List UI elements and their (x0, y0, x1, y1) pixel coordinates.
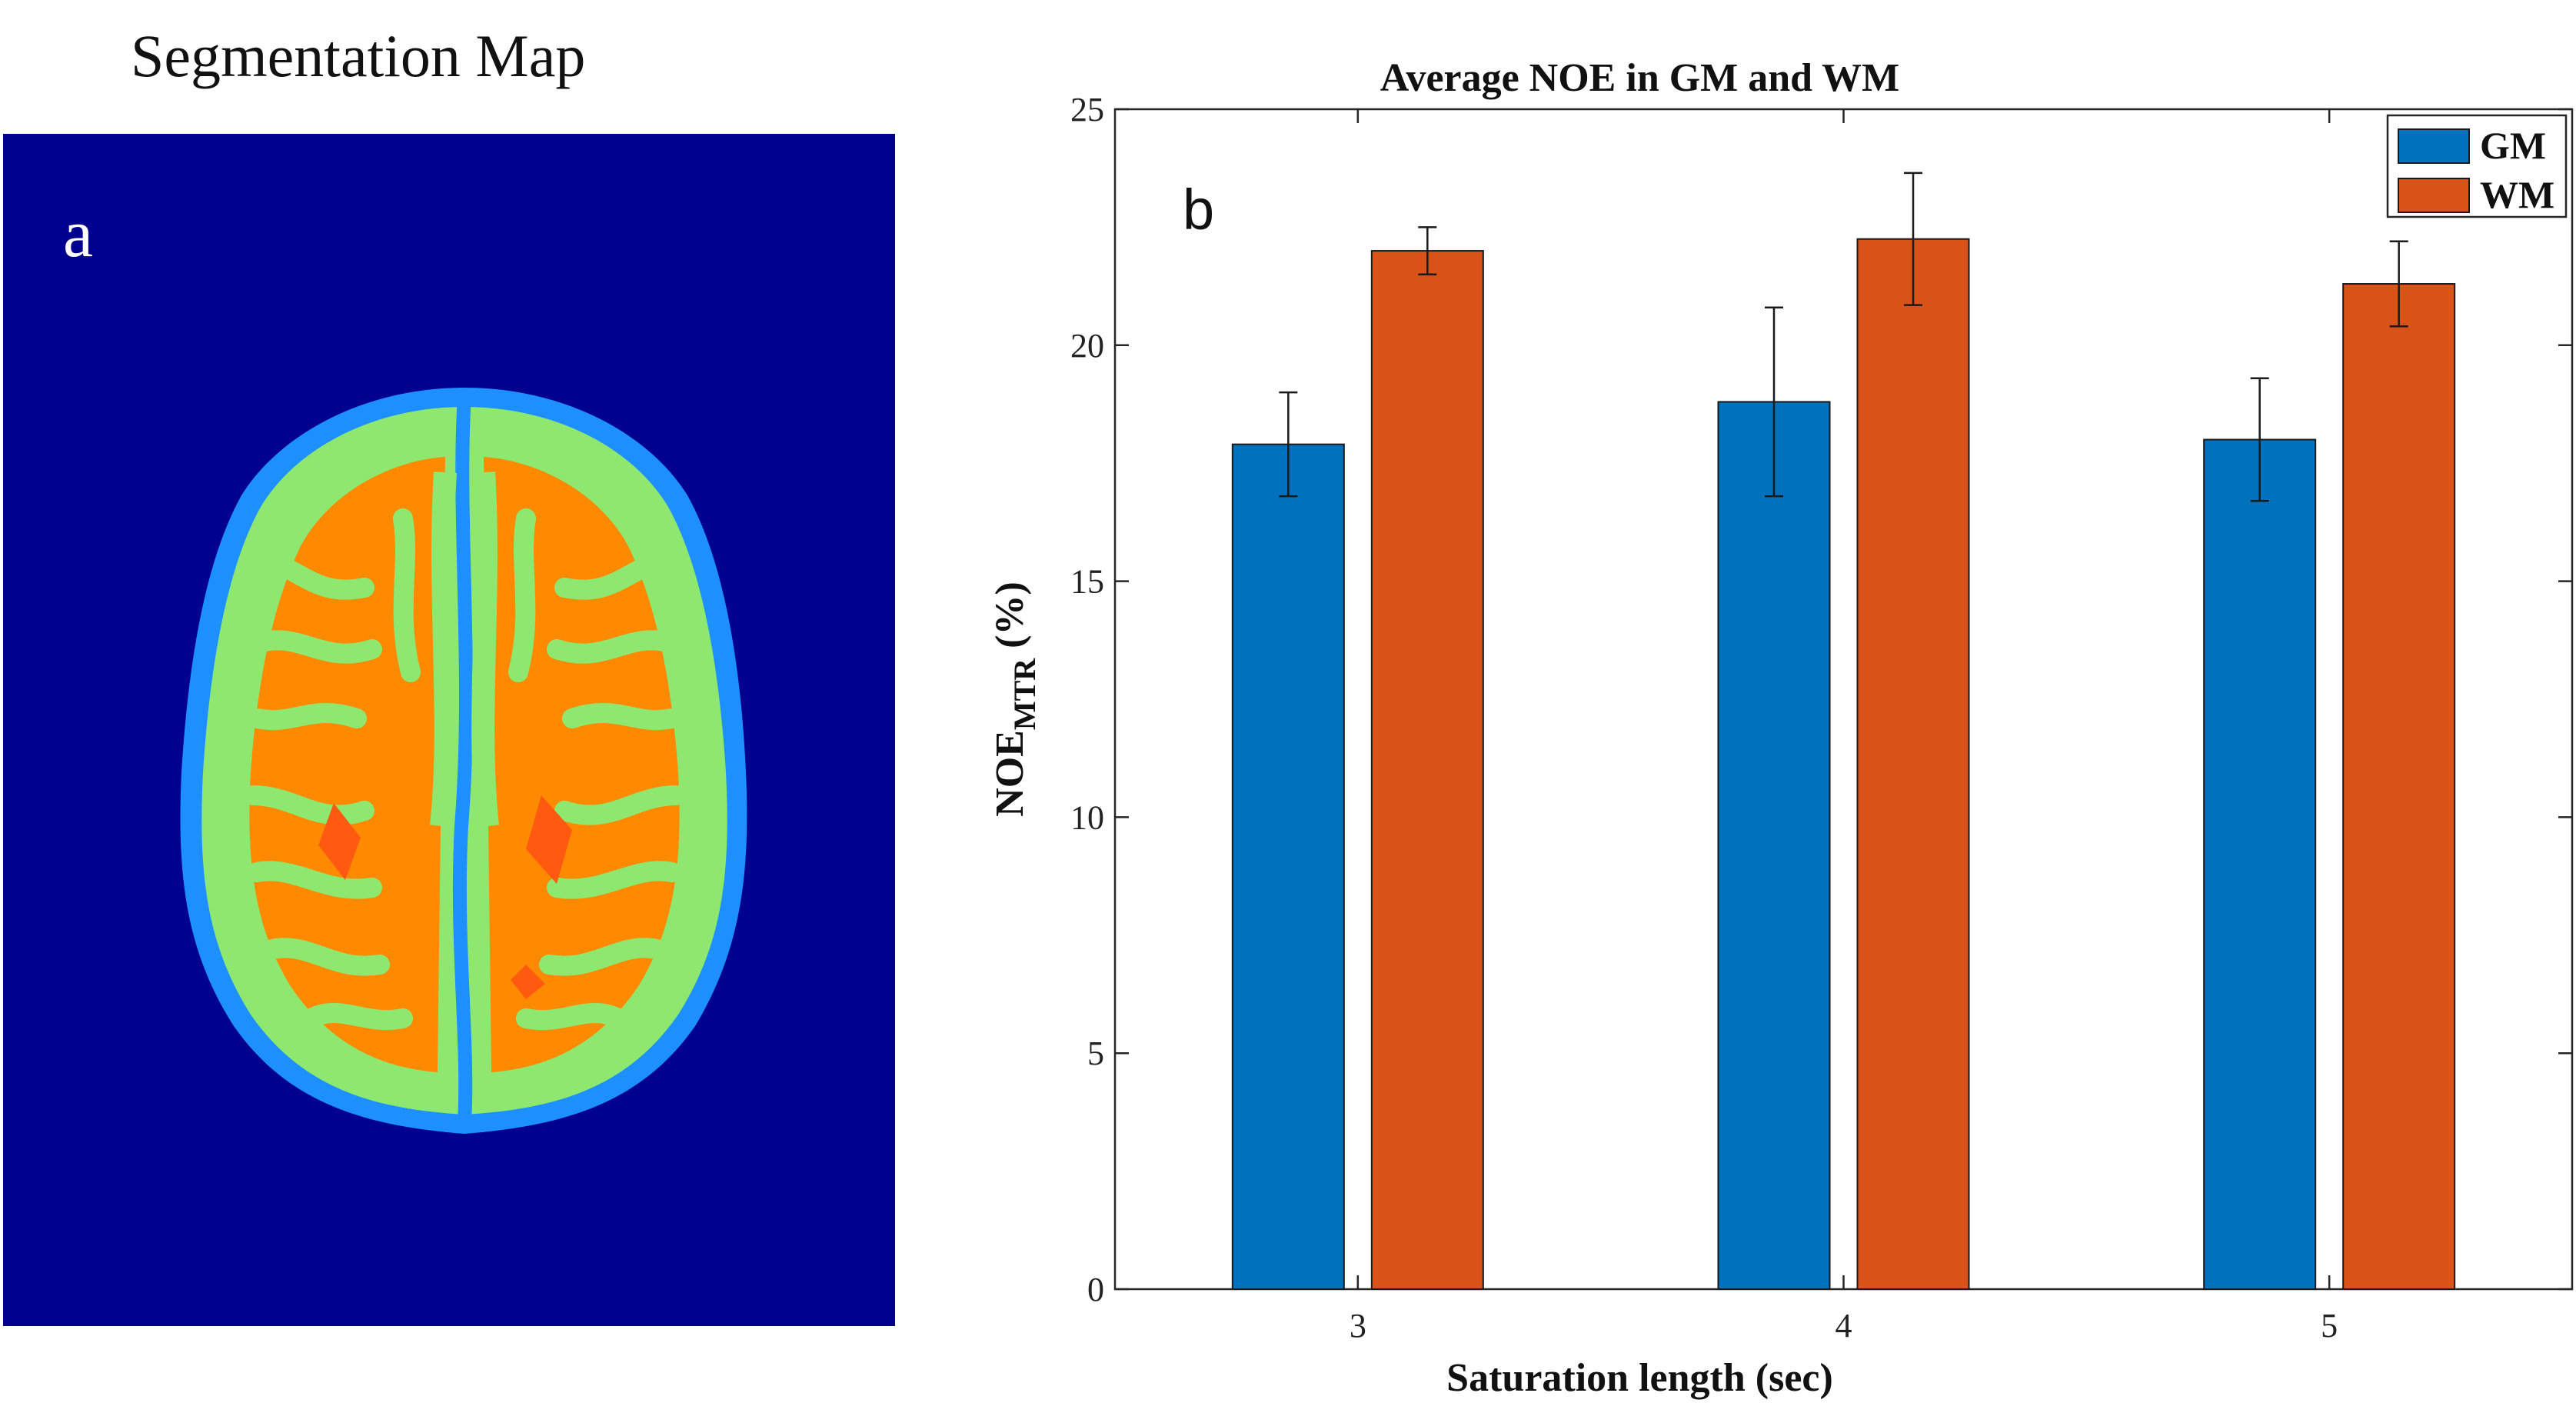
y-tick-label: 15 (1070, 563, 1104, 601)
y-axis-label-unit: (%) (988, 582, 1032, 658)
y-axis-label-subscript: MTR (1007, 658, 1042, 730)
brain-deep-core-right (511, 795, 572, 999)
bar-wm-3 (1370, 250, 1484, 1291)
y-tick-label: 25 (1070, 91, 1104, 128)
y-axis-label: NOEMTR (%) (988, 582, 1042, 817)
legend-swatch-wm (2398, 178, 2470, 213)
y-tick-label: 0 (1087, 1271, 1104, 1308)
x-tick-label: 5 (2321, 1307, 2338, 1345)
bar-gm-5 (2203, 438, 2317, 1290)
panel-a-letter: a (63, 197, 94, 272)
y-tick-label: 5 (1087, 1035, 1104, 1072)
brain-gyri (243, 508, 686, 1031)
brain-midline-gray (430, 472, 499, 828)
x-axis-label: Saturation length (sec) (1446, 1356, 1833, 1400)
brain-midline-fissure (452, 395, 474, 1123)
x-tick-label: 3 (1350, 1307, 1366, 1345)
bar-wm-5 (2342, 283, 2456, 1291)
panel-b-letter: b (1183, 178, 1214, 242)
y-axis-label-main: NOE (988, 730, 1032, 817)
bar-gm-3 (1231, 443, 1345, 1290)
x-tick-label: 4 (1835, 1307, 1852, 1345)
brain-segmentation-image (180, 388, 747, 1134)
segmentation-map: a (3, 134, 895, 1326)
bar-chart: 0 5 10 15 20 25 3 4 5 Average NOE in GM and WM Sat… (988, 56, 2574, 1400)
y-tick-label: 20 (1070, 327, 1104, 365)
panel-a-title: Segmentation Map (131, 22, 586, 89)
brain-deep-core-left (318, 803, 361, 880)
y-tick-label: 10 (1070, 798, 1104, 836)
legend-swatch-gm (2398, 128, 2470, 164)
bar-gm-4 (1717, 401, 1831, 1290)
legend-label-wm: WM (2480, 173, 2554, 216)
chart-title: Average NOE in GM and WM (1380, 56, 1900, 100)
legend-label-gm: GM (2480, 124, 2546, 167)
bar-wm-4 (1856, 238, 1970, 1290)
